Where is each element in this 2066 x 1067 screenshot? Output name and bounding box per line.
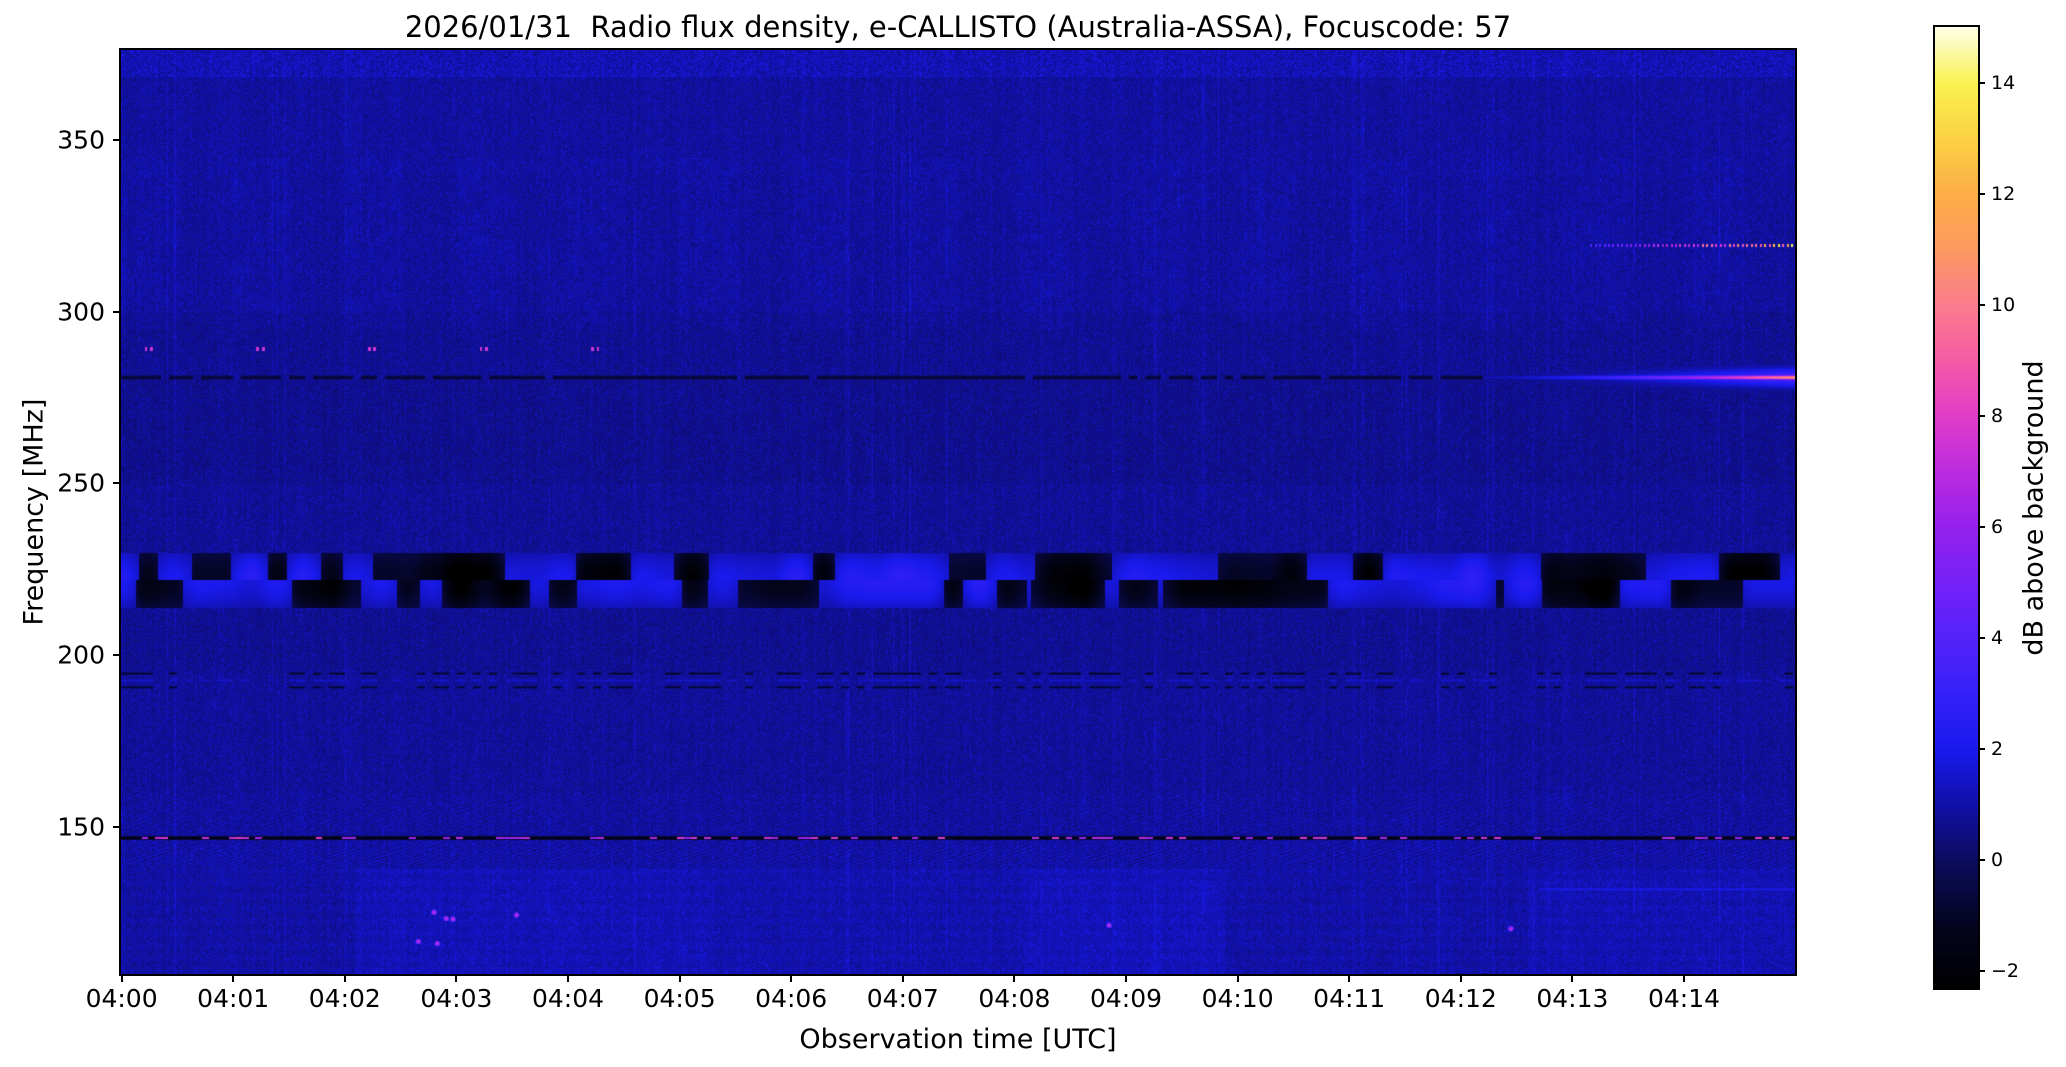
colorbar-label: dB above background: [2018, 360, 2050, 656]
x-tick-label: 04:14: [1647, 984, 1721, 1013]
x-tick-mark: [1571, 974, 1574, 982]
x-tick-label: 04:03: [420, 984, 493, 1013]
colorbar-tick-label: 2: [1991, 738, 2004, 761]
colorbar-tick-mark: [1978, 414, 1985, 417]
y-tick-label: 200: [57, 640, 105, 670]
y-tick-mark: [113, 825, 121, 828]
colorbar-tick-label: 14: [1991, 71, 2016, 94]
x-tick-mark: [567, 974, 569, 982]
x-tick-mark: [790, 974, 793, 982]
colorbar-tick-label: 12: [1991, 182, 2016, 205]
x-tick-label: 04:12: [1424, 984, 1497, 1013]
colorbar-tick-mark: [1978, 81, 1985, 84]
x-tick-label: 04:05: [643, 984, 716, 1013]
x-tick-label: 04:09: [1089, 984, 1163, 1013]
y-tick-label: 300: [57, 297, 105, 327]
colorbar-gradient: [1935, 27, 1978, 988]
colorbar-tick-mark: [1978, 303, 1985, 306]
colorbar-tick-label: −2: [1991, 960, 2020, 983]
x-tick-mark: [1683, 974, 1685, 982]
x-tick-label: 04:13: [1536, 984, 1609, 1013]
x-tick-label: 04:11: [1313, 984, 1386, 1013]
x-tick-mark: [1348, 974, 1351, 982]
colorbar-tick-mark: [1978, 192, 1985, 195]
x-tick-mark: [678, 974, 681, 982]
x-tick-mark: [901, 974, 904, 982]
x-tick-mark: [232, 974, 235, 982]
x-tick-mark: [1013, 974, 1016, 982]
colorbar-tick-mark: [1978, 525, 1985, 528]
y-tick-label: 250: [57, 468, 105, 498]
y-axis-label: Frequency [MHz]: [18, 398, 50, 626]
y-tick-mark: [113, 482, 121, 485]
colorbar-tick-label: 4: [1991, 627, 2004, 650]
colorbar-tick-mark: [1978, 970, 1985, 973]
colorbar-tick-label: 8: [1991, 404, 2004, 427]
y-tick-mark: [113, 654, 121, 657]
x-tick-label: 04:06: [755, 984, 828, 1013]
x-axis-label: Observation time [UTC]: [799, 1024, 1117, 1055]
y-tick-label: 150: [57, 812, 105, 842]
chart-title: 2026/01/31 Radio flux density, e-CALLIST…: [404, 10, 1512, 44]
colorbar-tick-mark: [1978, 637, 1985, 640]
colorbar-tick-label: 0: [1991, 849, 2004, 872]
x-tick-mark: [455, 974, 458, 982]
x-tick-mark: [1236, 974, 1239, 982]
x-tick-label: 04:08: [978, 984, 1051, 1013]
spectrogram-heatmap: [121, 50, 1795, 974]
x-tick-label: 04:10: [1201, 984, 1274, 1013]
x-tick-mark: [1459, 974, 1462, 982]
x-tick-label: 04:01: [197, 984, 270, 1013]
y-tick-label: 350: [57, 125, 105, 155]
colorbar-tick-label: 10: [1991, 293, 2016, 316]
y-tick-mark: [113, 310, 121, 313]
x-tick-mark: [120, 974, 123, 982]
x-tick-mark: [343, 974, 346, 982]
y-tick-mark: [113, 138, 121, 141]
colorbar-tick-mark: [1978, 748, 1985, 751]
x-tick-mark: [1125, 974, 1127, 982]
x-tick-label: 04:00: [85, 984, 158, 1013]
x-tick-label: 04:07: [866, 984, 939, 1013]
colorbar-tick-label: 6: [1991, 515, 2004, 538]
colorbar-tick-mark: [1978, 859, 1985, 862]
x-tick-label: 04:02: [308, 984, 381, 1013]
x-tick-label: 04:04: [531, 984, 605, 1013]
